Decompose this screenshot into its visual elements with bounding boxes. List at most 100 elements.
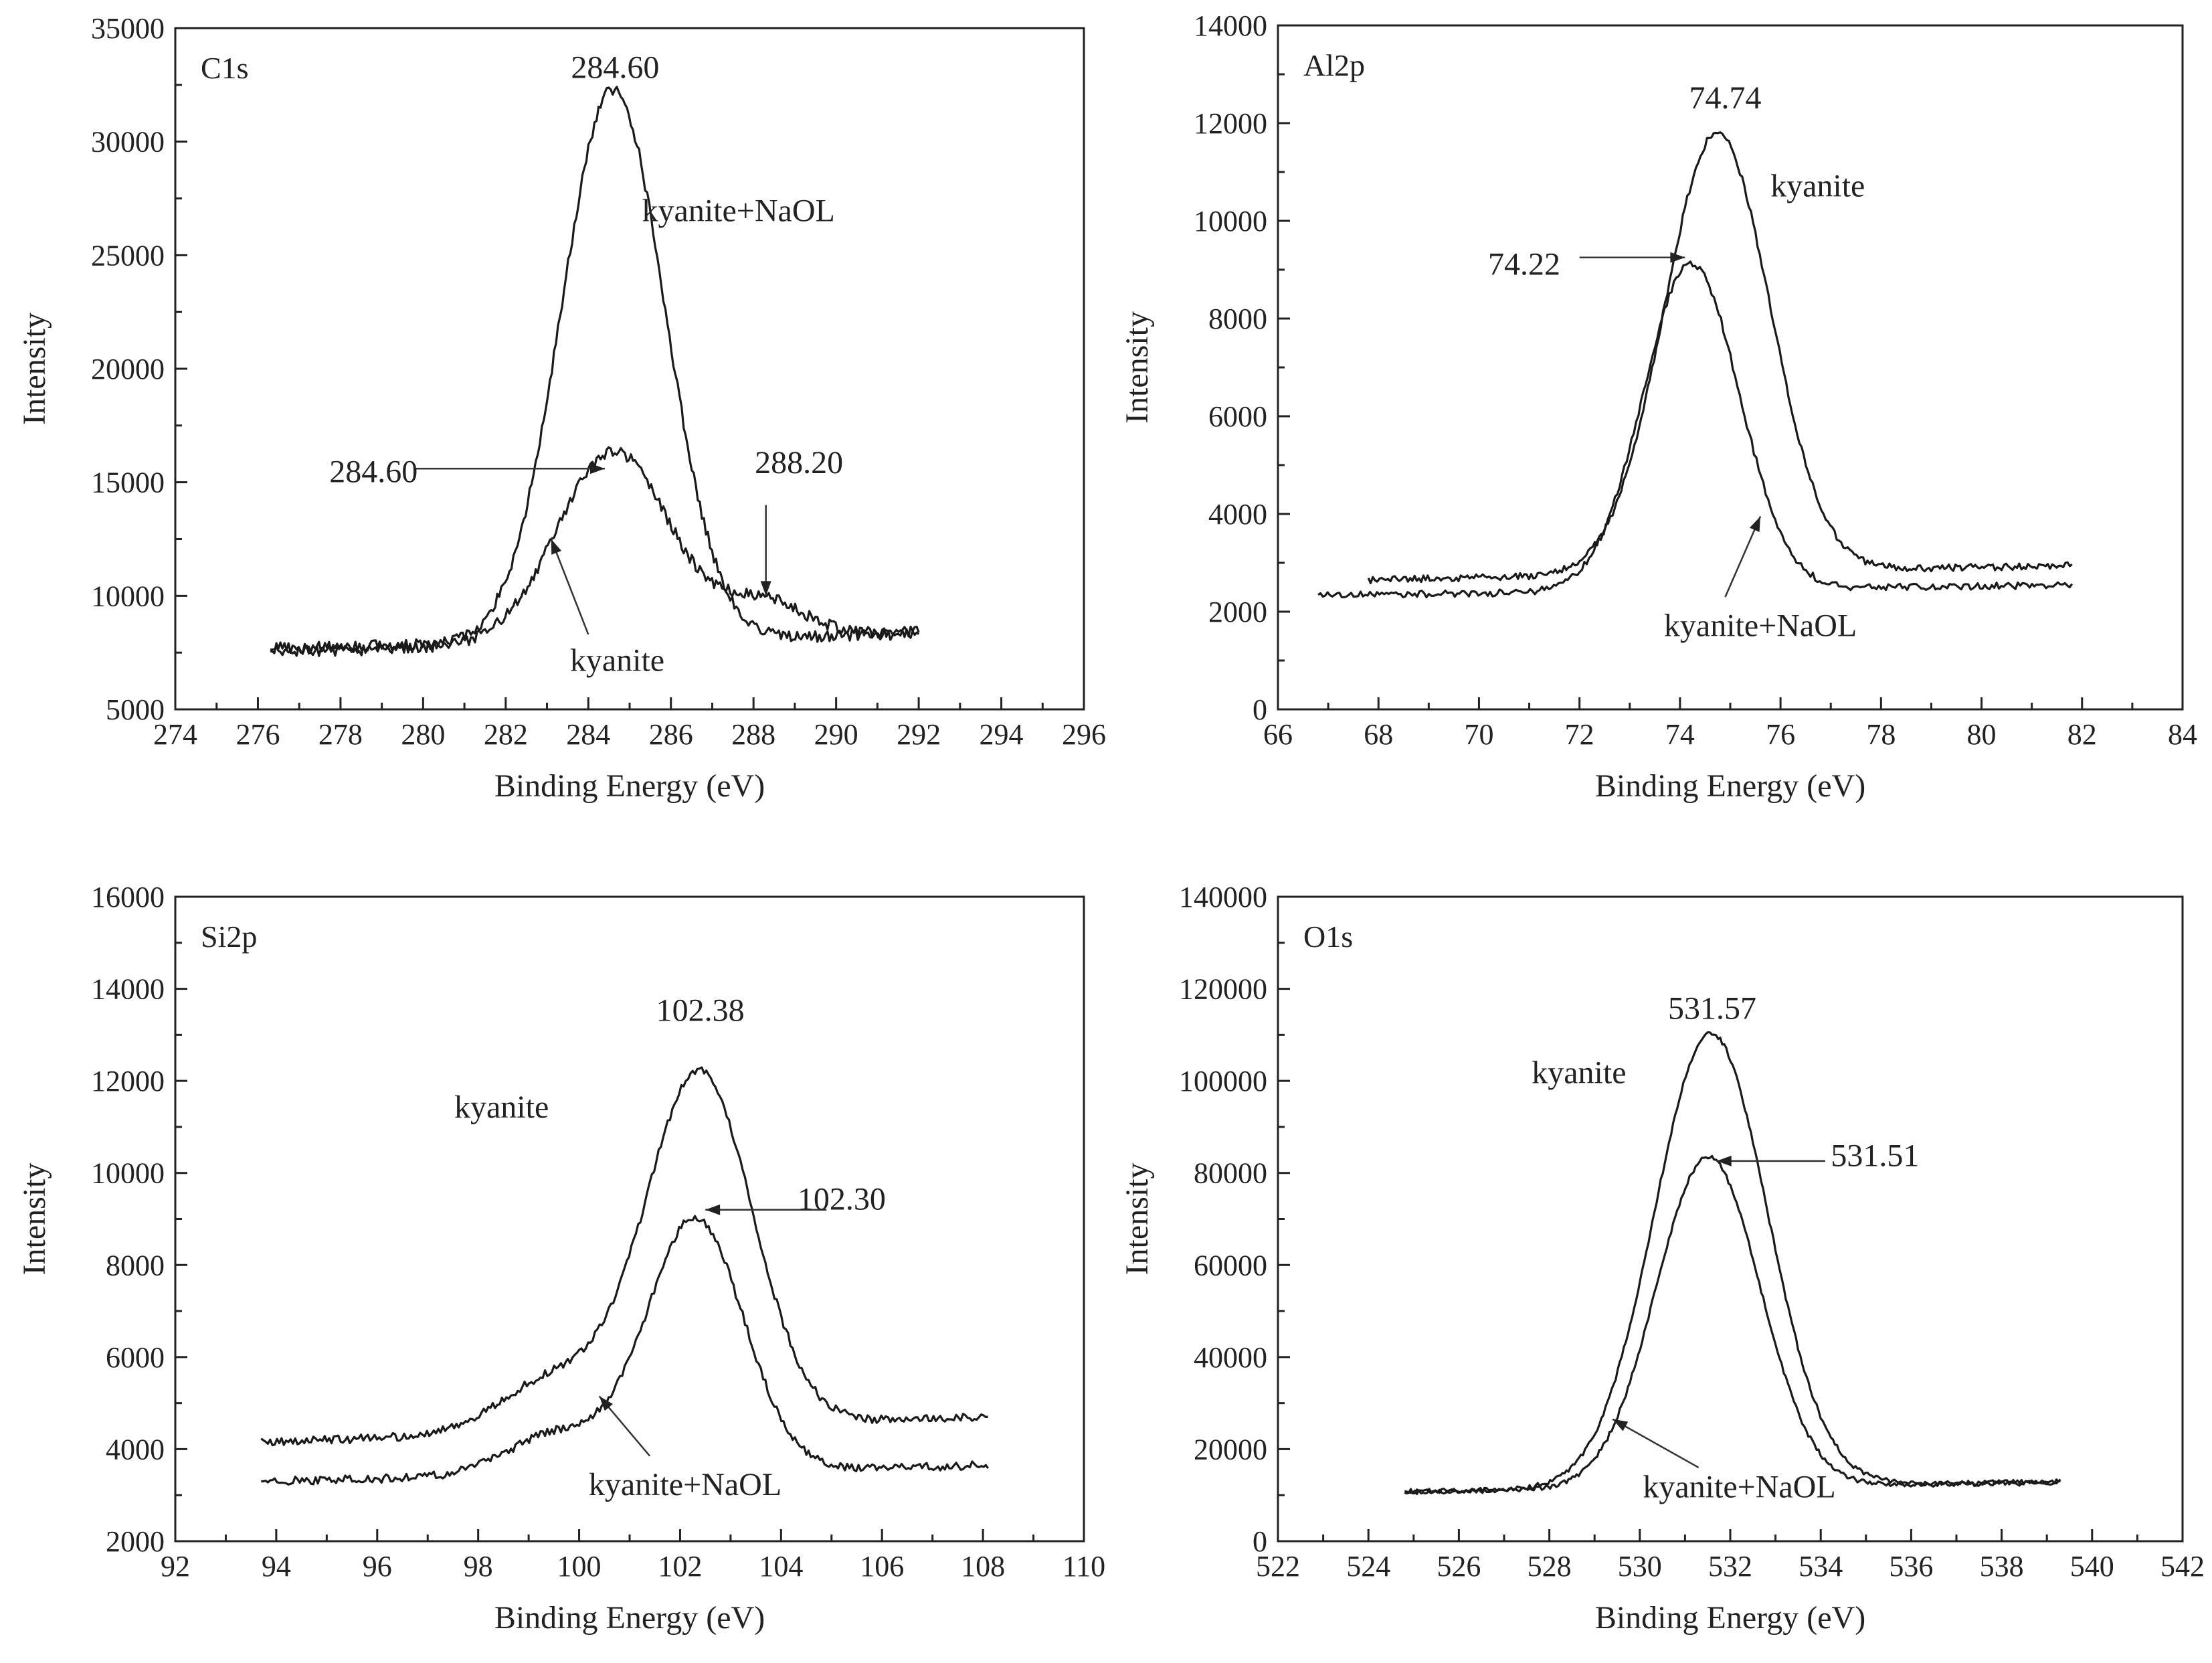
x-tick-label: 286 bbox=[649, 718, 693, 751]
y-tick-label: 35000 bbox=[91, 12, 165, 45]
x-axis-title: Binding Energy (eV) bbox=[1595, 1600, 1865, 1636]
annotation-label: 284.60 bbox=[329, 454, 418, 490]
y-tick-label: 10000 bbox=[91, 580, 165, 612]
x-tick-label: 292 bbox=[897, 718, 941, 751]
x-tick-label: 290 bbox=[814, 718, 858, 751]
y-tick-label: 10000 bbox=[1194, 205, 1267, 238]
y-tick-label: 2000 bbox=[106, 1525, 165, 1558]
annotation-label: 531.51 bbox=[1831, 1138, 1919, 1173]
annotation-label: 288.20 bbox=[755, 445, 843, 480]
x-tick-label: 540 bbox=[2070, 1550, 2114, 1583]
x-tick-label: 102 bbox=[658, 1550, 702, 1583]
x-tick-label: 278 bbox=[318, 718, 363, 751]
y-axis-title: Intensity bbox=[1119, 311, 1155, 424]
x-axis-title: Binding Energy (eV) bbox=[494, 1600, 765, 1636]
y-tick-label: 60000 bbox=[1194, 1249, 1267, 1282]
annotation-label: 74.74 bbox=[1689, 80, 1761, 116]
annotation-label: kyanite+NaOL bbox=[1664, 608, 1857, 644]
y-tick-label: 2000 bbox=[1208, 596, 1267, 628]
x-tick-label: 94 bbox=[262, 1550, 291, 1583]
x-tick-label: 84 bbox=[2168, 718, 2197, 751]
y-tick-label: 0 bbox=[1253, 693, 1267, 726]
panel-o1s: 522 524 526 528 530 532 534 536 538 540 542 0 20000 4… bbox=[1119, 881, 2205, 1636]
x-tick-label: 294 bbox=[980, 718, 1024, 751]
y-tick-label: 30000 bbox=[91, 126, 165, 159]
x-tick-label: 74 bbox=[1665, 718, 1695, 751]
annotation-arrowhead bbox=[589, 463, 605, 474]
x-tick-label: 288 bbox=[731, 718, 775, 751]
x-tick-label: 530 bbox=[1618, 1550, 1662, 1583]
y-tick-label: 12000 bbox=[1194, 107, 1267, 140]
x-tick-label: 96 bbox=[363, 1550, 392, 1583]
annotation-label: kyanite bbox=[454, 1089, 549, 1125]
series-kyanite-naol bbox=[1317, 260, 2073, 599]
x-tick-label: 80 bbox=[1967, 718, 1997, 751]
x-tick-label: 542 bbox=[2160, 1550, 2205, 1583]
x-tick-label: 534 bbox=[1799, 1550, 1843, 1583]
x-tick-label: 68 bbox=[1364, 718, 1393, 751]
annotation-arrow bbox=[1612, 1418, 1699, 1469]
annotation-arrowhead bbox=[1670, 252, 1685, 263]
annotation-arrowhead bbox=[599, 1396, 614, 1411]
annotation-label: 102.38 bbox=[656, 993, 745, 1029]
x-tick-label: 108 bbox=[961, 1550, 1005, 1583]
y-tick-label: 80000 bbox=[1194, 1157, 1267, 1190]
x-tick-label: 70 bbox=[1464, 718, 1493, 751]
x-tick-label: 104 bbox=[759, 1550, 803, 1583]
panel-title: Al2p bbox=[1303, 48, 1365, 82]
annotation-label: kyanite bbox=[1770, 169, 1865, 204]
annotation-label: kyanite bbox=[1532, 1055, 1626, 1091]
x-tick-label: 522 bbox=[1256, 1550, 1300, 1583]
annotation-label: 531.57 bbox=[1668, 990, 1756, 1026]
series-kyanite bbox=[1404, 1031, 2061, 1495]
panel-title: Si2p bbox=[201, 920, 257, 954]
annotation-arrowhead bbox=[1749, 516, 1761, 533]
x-tick-label: 524 bbox=[1346, 1550, 1390, 1583]
y-tick-label: 4000 bbox=[1208, 498, 1267, 531]
y-tick-label: 5000 bbox=[106, 693, 165, 726]
annotation-arrowhead bbox=[705, 1204, 721, 1215]
x-tick-label: 66 bbox=[1263, 718, 1293, 751]
x-tick-label: 92 bbox=[161, 1550, 190, 1583]
y-tick-label: 8000 bbox=[106, 1249, 165, 1282]
x-axis-title: Binding Energy (eV) bbox=[494, 768, 765, 804]
series-kyanite-naol bbox=[261, 1215, 989, 1486]
plot-frame bbox=[174, 27, 1085, 711]
y-tick-label: 8000 bbox=[1208, 302, 1267, 335]
x-tick-label: 280 bbox=[401, 718, 445, 751]
annotation-label: kyanite+NaOL bbox=[1643, 1470, 1835, 1505]
y-tick-label: 12000 bbox=[91, 1065, 165, 1098]
x-tick-label: 76 bbox=[1766, 718, 1795, 751]
annotation-arrowhead bbox=[760, 581, 771, 596]
x-tick-label: 106 bbox=[860, 1550, 904, 1583]
x-tick-label: 100 bbox=[557, 1550, 602, 1583]
y-axis-title: Intensity bbox=[17, 313, 52, 425]
y-axis-title: Intensity bbox=[17, 1163, 52, 1276]
y-tick-label: 20000 bbox=[91, 353, 165, 385]
panel-c1s: 274 276 278 280 282 284 286 288 290 292 294 296 5000… bbox=[17, 12, 1106, 804]
x-tick-label: 284 bbox=[566, 718, 610, 751]
series-kyanite bbox=[1367, 131, 2073, 585]
x-tick-label: 98 bbox=[464, 1550, 493, 1583]
annotation-arrowhead bbox=[1612, 1419, 1629, 1431]
plot-frame bbox=[174, 895, 1085, 1543]
y-tick-label: 6000 bbox=[106, 1341, 165, 1374]
y-tick-label: 16000 bbox=[91, 881, 165, 913]
x-tick-label: 536 bbox=[1889, 1550, 1933, 1583]
annotation-arrowhead bbox=[1716, 1155, 1732, 1166]
y-tick-label: 10000 bbox=[91, 1157, 165, 1190]
series-kyanite bbox=[260, 1066, 988, 1447]
x-tick-label: 274 bbox=[153, 718, 197, 751]
x-tick-label: 538 bbox=[1980, 1550, 2024, 1583]
plot-frame bbox=[1277, 24, 2184, 711]
y-tick-label: 25000 bbox=[91, 239, 165, 272]
x-tick-label: 82 bbox=[2067, 718, 2097, 751]
x-tick-label: 110 bbox=[1063, 1550, 1105, 1583]
y-tick-label: 140000 bbox=[1179, 881, 1267, 913]
x-tick-label: 296 bbox=[1062, 718, 1106, 751]
panel-si2p: 92 94 96 98 100 102 104 106 108 110 2000 4000 6000 80… bbox=[17, 881, 1105, 1636]
y-tick-label: 15000 bbox=[91, 466, 165, 499]
annotation-label: 74.22 bbox=[1488, 246, 1560, 282]
annotation-arrow bbox=[550, 539, 589, 635]
